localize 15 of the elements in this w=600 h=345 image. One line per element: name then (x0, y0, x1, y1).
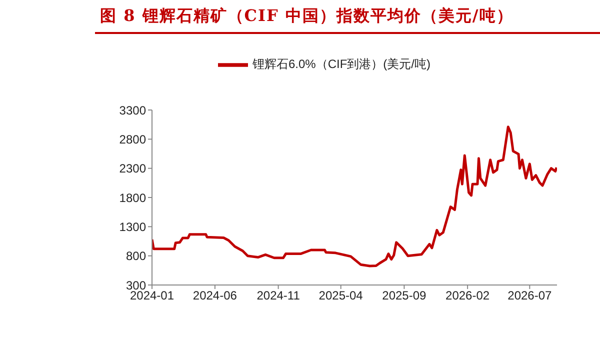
x-tick-label: 2024-06 (192, 288, 238, 303)
y-tick-label: 3300 (119, 103, 146, 118)
y-tick-label: 1800 (119, 190, 146, 205)
x-tick-label: 2026-02 (446, 288, 490, 303)
y-tick-label: 2800 (119, 132, 146, 146)
chart-title: 图 8 锂辉石精矿（CIF 中国）指数平均价（美元/吨） (100, 6, 514, 27)
y-tick-label: 1300 (119, 220, 146, 234)
y-tick-label: 800 (126, 249, 146, 264)
y-tick-label: 2300 (119, 162, 146, 176)
x-tick-label: 2024-11 (256, 288, 300, 303)
legend-label: 锂辉石6.0%（CIF到港）(美元/吨) (252, 57, 430, 72)
x-tick-label: 2025-09 (382, 288, 427, 303)
line-series (152, 126, 557, 268)
x-tick-label: 2025-04 (318, 288, 364, 303)
x-tick-label: 2026-07 (508, 288, 552, 303)
